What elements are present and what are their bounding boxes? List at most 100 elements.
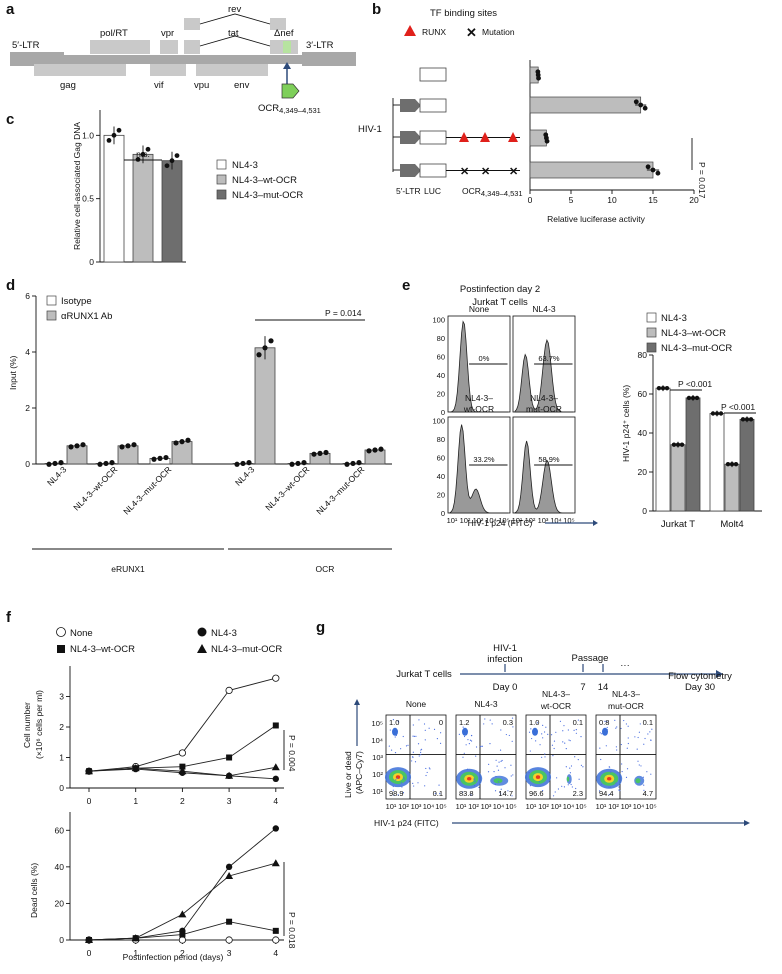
chip-point bbox=[103, 460, 109, 467]
dotplot-event bbox=[465, 744, 467, 746]
p24-y-tick-label: 40 bbox=[638, 428, 648, 438]
p24-point bbox=[656, 385, 662, 391]
dotplot-quad-ll: 94.4 bbox=[599, 789, 614, 798]
gag-point bbox=[174, 153, 180, 159]
dotplot-y-tick: 10³ bbox=[372, 753, 383, 762]
dotplot-xlabel: HIV-1 p24 (FITC) bbox=[374, 818, 439, 828]
histogram-percent: 58.9% bbox=[538, 455, 560, 464]
growth-legend-nl43: NL4-3 bbox=[211, 628, 237, 639]
chip-point bbox=[289, 461, 295, 467]
p24-legend-1: NL4-3 bbox=[661, 313, 687, 324]
dotplot-x-tick: 10⁴ bbox=[563, 802, 575, 811]
gene-3ltr bbox=[302, 52, 356, 66]
dotplot-event bbox=[469, 739, 472, 741]
dotplot-event bbox=[530, 728, 532, 730]
histogram-y-tick: 100 bbox=[432, 316, 445, 325]
dotplot-quad-lr: 14.7 bbox=[498, 789, 513, 798]
gag-point bbox=[140, 151, 146, 157]
panel-label-a: a bbox=[6, 1, 15, 18]
chip-cat-label: NL4-3 bbox=[45, 464, 69, 488]
gene-tat1 bbox=[184, 40, 200, 54]
dotplot-quad-ur: 0 bbox=[439, 718, 443, 727]
luc-x-tick-label: 10 bbox=[607, 195, 617, 205]
luc-bar bbox=[529, 129, 547, 147]
histogram-y-tick: 60 bbox=[437, 353, 445, 362]
dotplot-event bbox=[634, 736, 636, 738]
mutation-legend-label: Mutation bbox=[482, 27, 515, 37]
dotplot-event bbox=[647, 733, 649, 735]
dead-cells-point bbox=[226, 918, 233, 925]
dotplot-event bbox=[500, 729, 502, 731]
histogram-title: NL4-3 bbox=[532, 304, 555, 314]
dotplot-event bbox=[433, 728, 436, 730]
dotplot-event bbox=[620, 727, 622, 730]
dotplot-event bbox=[418, 719, 420, 721]
p24-point bbox=[714, 411, 720, 416]
dotplot-event bbox=[543, 731, 546, 733]
dotplot-event bbox=[554, 791, 556, 793]
p24-bar-chart: 0 20 40 60 80 Jurkat T Molt4 bbox=[638, 350, 762, 530]
dotplot-event bbox=[562, 730, 564, 732]
chip-legend-isotype: Isotype bbox=[61, 296, 92, 307]
gene-vif bbox=[150, 64, 186, 76]
histogram-percent: 63.7% bbox=[538, 354, 560, 363]
chip-point bbox=[109, 460, 115, 466]
dotplot-quad-ll: 96.6 bbox=[529, 789, 544, 798]
p24-y-tick-label: 20 bbox=[638, 467, 648, 477]
dotplot-density-peak bbox=[607, 776, 612, 781]
histogram-x-tick: 10² bbox=[525, 516, 536, 525]
dotplot-event bbox=[500, 760, 502, 762]
dotplot-event bbox=[608, 786, 610, 788]
dotplot-event bbox=[488, 763, 490, 765]
histogram-x-tick: 10³ bbox=[473, 516, 484, 525]
dotplot-positive-core bbox=[493, 778, 503, 784]
histogram-title: NL4-3– bbox=[465, 393, 493, 403]
histogram-y-tick: 0 bbox=[441, 509, 445, 518]
dotplot-event bbox=[550, 734, 553, 736]
dotplot-event bbox=[567, 784, 569, 786]
dotplot-dead-cluster bbox=[532, 727, 538, 736]
dotplot-event bbox=[420, 753, 422, 756]
dead-cells-point bbox=[178, 910, 187, 918]
dotplot-event bbox=[570, 783, 572, 786]
dotplot-event bbox=[544, 753, 546, 755]
dotplot-event bbox=[574, 756, 576, 758]
dotplot-event bbox=[424, 739, 426, 741]
dotplot-x-tick: 10⁵ bbox=[645, 802, 656, 811]
chip-group-ocr: OCR bbox=[316, 564, 335, 574]
gag-legend: NL4-3 NL4-3–wt-OCR NL4-3–mut-OCR bbox=[216, 159, 303, 201]
luciferase-xlabel: Relative luciferase activity bbox=[547, 214, 646, 224]
chip-point bbox=[301, 460, 307, 466]
dotplot-quad-lr: 2.3 bbox=[573, 789, 583, 798]
p24-y-tick-label: 80 bbox=[638, 350, 648, 360]
dotplot-event bbox=[608, 794, 610, 796]
ocr-arrowhead bbox=[283, 62, 291, 69]
dotplot-event bbox=[578, 778, 580, 780]
gag-legend-1: NL4-3 bbox=[232, 160, 258, 171]
rev-splice bbox=[199, 13, 271, 25]
chip-point bbox=[295, 460, 301, 467]
luciferase-bar-chart: 0 5 10 15 20 bbox=[528, 60, 699, 205]
dotplot-event bbox=[625, 776, 628, 779]
dotplot-event bbox=[395, 779, 397, 781]
dead-cells-ylabel: Dead cells (%) bbox=[29, 863, 39, 918]
panel-b-construct: TF binding sites RUNX ✕ Mutation HIV-1 ✕ bbox=[358, 8, 523, 198]
construct-row-2 bbox=[393, 98, 447, 113]
dotplot-event bbox=[478, 781, 481, 783]
cell-number-point bbox=[271, 763, 280, 771]
p24-cat-label: Jurkat T bbox=[661, 519, 695, 530]
dotplot-event bbox=[614, 719, 616, 721]
dotplot-density-peak bbox=[467, 776, 472, 781]
dotplot-event bbox=[511, 795, 513, 797]
cell-number-x-tick-label: 3 bbox=[227, 796, 232, 806]
dotplot-event bbox=[424, 729, 426, 731]
cell-number-point bbox=[272, 722, 279, 729]
dotplot-event bbox=[646, 771, 648, 773]
hist-x-arrowhead bbox=[593, 520, 598, 526]
dotplot-x-tick: 10² bbox=[538, 802, 549, 811]
dotplot-x-tick: 10¹ bbox=[456, 802, 467, 811]
dotplot-event bbox=[615, 746, 617, 748]
dotplot-event bbox=[494, 790, 497, 792]
dotplot-event bbox=[494, 783, 497, 785]
